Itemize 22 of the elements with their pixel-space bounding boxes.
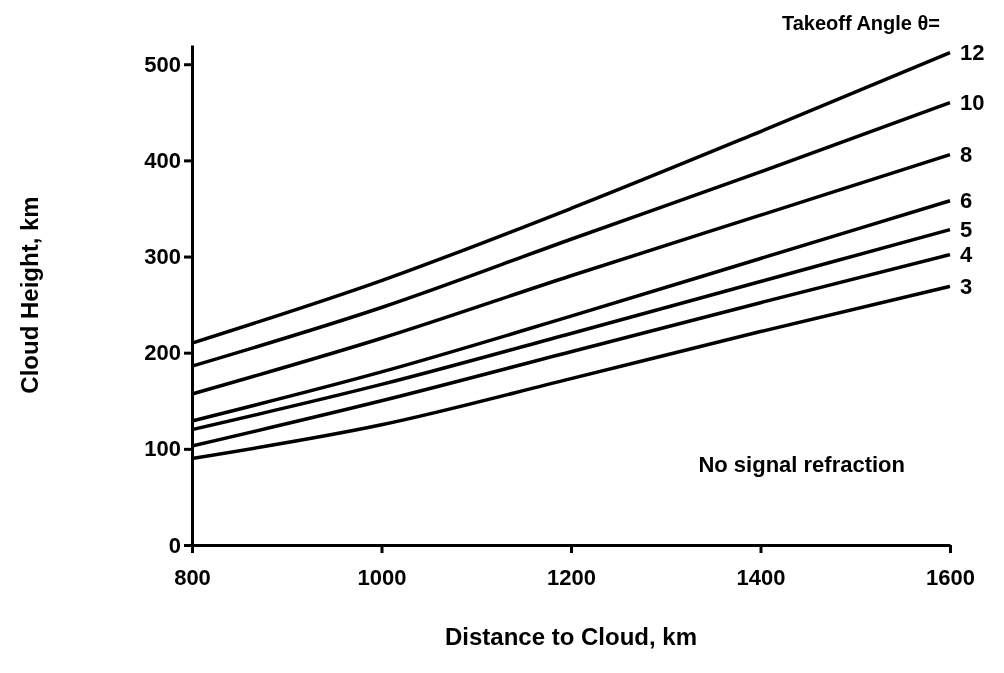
series-label: 6 (960, 188, 973, 214)
y-axis-title: Cloud Height, km (16, 196, 43, 394)
y-tick-label: 300 (144, 244, 181, 270)
x-axis-title: Distance to Cloud, km (444, 623, 698, 650)
series-label: 8 (960, 142, 973, 168)
series-label: 4 (960, 242, 973, 268)
x-tick-label: 1200 (547, 564, 596, 590)
annotation: No signal refraction (698, 452, 905, 477)
y-tick-label: 400 (144, 147, 181, 173)
y-tick-label: 500 (144, 51, 181, 77)
series-label: 5 (960, 217, 973, 243)
series-label: 3 (960, 274, 973, 300)
x-tick-label: 1400 (736, 564, 786, 590)
y-tick-label: 200 (144, 340, 181, 366)
y-tick-label: 0 (168, 532, 181, 558)
series-label: 12 (960, 40, 985, 66)
y-tick-label: 100 (144, 436, 181, 462)
series-label: 10 (960, 90, 985, 116)
x-tick-label: 1000 (357, 564, 407, 590)
x-tick-label: 1600 (926, 564, 975, 590)
legend-title: Takeoff Angle θ= (781, 12, 940, 34)
x-tick-label: 800 (174, 564, 211, 590)
